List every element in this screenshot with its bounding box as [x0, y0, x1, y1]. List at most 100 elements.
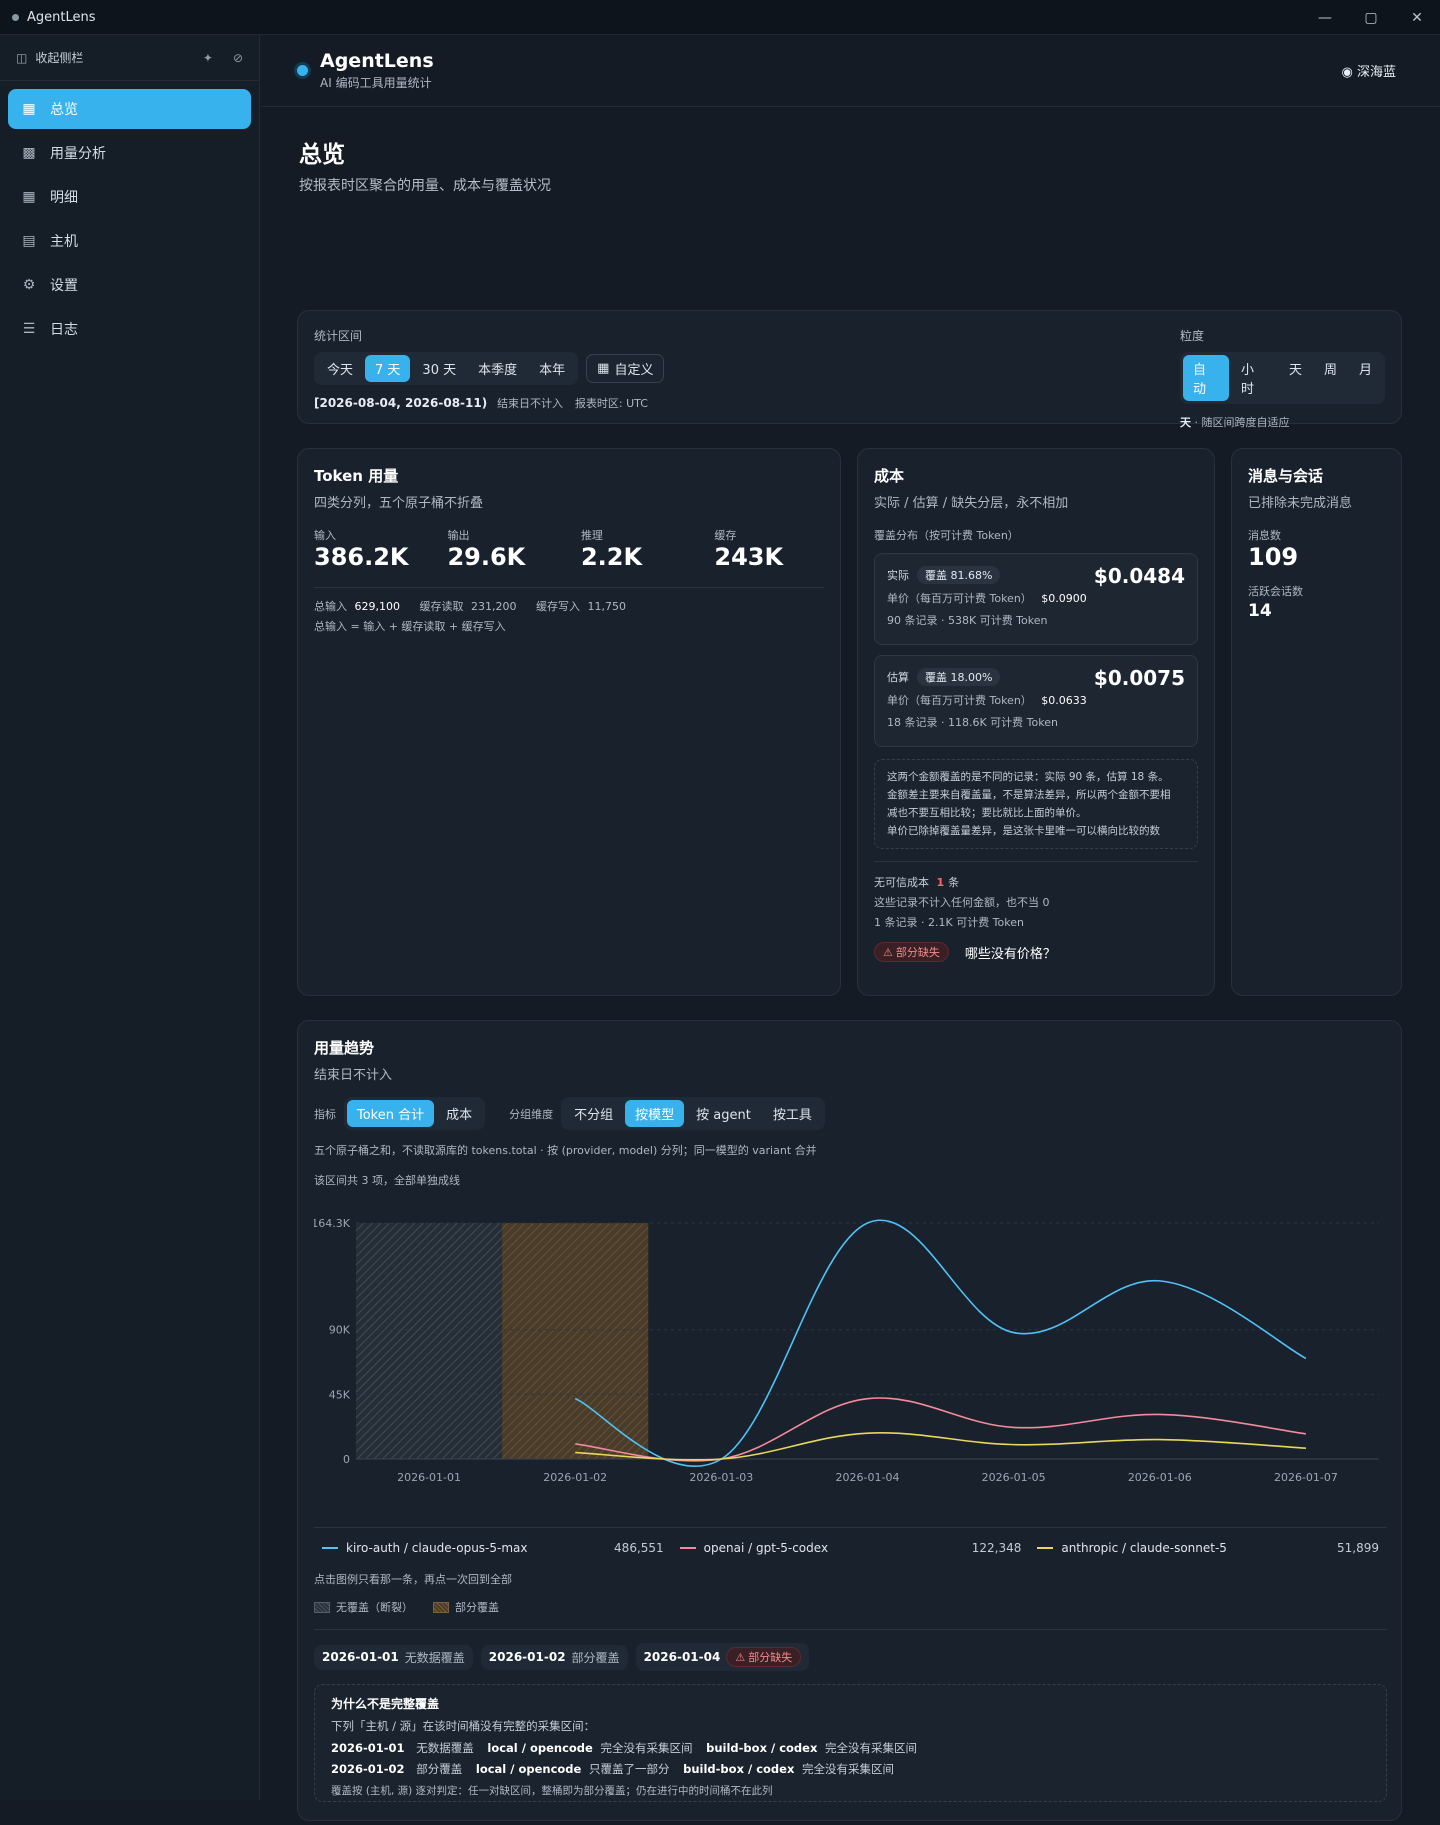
estimate-amount: $0.0075 [1093, 666, 1185, 690]
series-line-2 [575, 1397, 1307, 1462]
chip-text: 无数据覆盖 [404, 1650, 465, 1665]
range-option-7d[interactable]: 7 天 [365, 355, 411, 382]
sidebar-item-label: 主机 [50, 234, 78, 250]
group-label: 分组维度 [509, 1107, 554, 1121]
which-unpriced-link[interactable]: 哪些没有价格？ [964, 946, 1056, 962]
chip-date: 2026-01-02 [488, 1650, 566, 1664]
range-option-quarter[interactable]: 本季度 [478, 363, 518, 378]
issue-chip[interactable]: 2026-01-04 ⚠ 部分缺失 [635, 1643, 810, 1671]
sidebar-item-logs[interactable]: ☰ 日志 [8, 309, 251, 349]
messages-card-title: 消息与会话 [1248, 467, 1324, 485]
cost-explanation-note: 这两个金额覆盖的是不同的记录：实际 90 条，估算 18 条。 金额差主要来自覆… [874, 759, 1198, 849]
no-cost-unit: 条 [948, 876, 960, 889]
legend-hint: 点击图例只看那一条，再点一次回到全部 [314, 1573, 512, 1586]
custom-range-button[interactable]: ▦ 自定义 [586, 354, 665, 383]
coverage-explanation: 为什么不是完整覆盖 下列「主机 / 源」在该时间桶没有完整的采集区间： 2026… [314, 1684, 1387, 1802]
app-subtitle: AI 编码工具用量统计 [320, 76, 432, 90]
granularity-option-auto[interactable]: 自动 [1183, 355, 1229, 401]
group-option-model[interactable]: 按模型 [625, 1100, 685, 1127]
why-title: 为什么不是完整覆盖 [331, 1697, 440, 1711]
legend-series-name: kiro-auth / claude-opus-5-max [346, 1541, 528, 1555]
issue-chip[interactable]: 2026-01-02 部分覆盖 [480, 1644, 628, 1670]
timezone-note: 报表时区: UTC [574, 397, 648, 410]
why-row: 2026-01-01 无数据覆盖 local / opencode 完全没有采集… [331, 1740, 1370, 1756]
range-option-year[interactable]: 本年 [539, 363, 566, 378]
group-option-tool[interactable]: 按工具 [772, 1108, 812, 1123]
sidebar-item-details[interactable]: ▦ 明细 [8, 177, 251, 217]
maximize-icon[interactable]: ▢ [1364, 9, 1378, 26]
sidebar-item-hosts[interactable]: ▤ 主机 [8, 221, 251, 261]
why-status: 无数据覆盖 [416, 1741, 474, 1755]
y-tick-label: 164.3K [314, 1217, 351, 1230]
sidebar-item-analysis[interactable]: ▩ 用量分析 [8, 133, 251, 173]
group-option-agent[interactable]: 按 agent [696, 1108, 751, 1123]
legend-item[interactable]: kiro-auth / claude-opus-5-max 486,551 [314, 1541, 672, 1555]
group-selector: 不分组 按模型 按 agent 按工具 [561, 1097, 825, 1130]
issue-chip[interactable]: 2026-01-01 无数据覆盖 [314, 1644, 473, 1670]
x-tick-label: 2026-01-01 [397, 1471, 461, 1484]
granularity-current: 天 [1180, 416, 1191, 429]
x-tick-label: 2026-01-02 [543, 1471, 607, 1484]
hide-icon[interactable]: ⊘ [232, 50, 243, 65]
collapse-sidebar-button[interactable]: 收起侧栏 [35, 51, 84, 65]
granularity-option-day[interactable]: 天 [1288, 363, 1302, 378]
x-tick-label: 2026-01-06 [1128, 1471, 1192, 1484]
range-label: 统计区间 [314, 329, 363, 343]
granularity-option-month[interactable]: 月 [1358, 363, 1372, 378]
token-usage-card: Token 用量 四类分列，五个原子桶不折叠 输入 386.2K 输出 29.6… [297, 448, 841, 996]
granularity-option-week[interactable]: 周 [1323, 363, 1337, 378]
metric-option-cost[interactable]: 成本 [446, 1108, 473, 1123]
messages-card: 消息与会话 已排除未完成消息 消息数 109 活跃会话数 14 [1231, 448, 1402, 996]
cost-card-title: 成本 [874, 467, 905, 485]
pin-icon[interactable]: ✦ [202, 50, 213, 65]
note-line: 金额差主要来自覆盖量，不是算法差异，所以两个金额不要相 [887, 789, 1171, 801]
granularity-label: 粒度 [1180, 329, 1205, 343]
stat-value: 2.2K [580, 543, 643, 571]
stat-label: 输出 [447, 529, 470, 542]
cache-read-value: 231,200 [471, 600, 517, 613]
note-line: 这两个金额覆盖的是不同的记录：实际 90 条，估算 18 条。 [887, 771, 1169, 783]
series-line-3 [575, 1432, 1306, 1461]
legend-swatch [1037, 1547, 1054, 1549]
coverage-dist-label: 覆盖分布（按可计费 Token） [874, 529, 1019, 542]
y-tick-label: 90K [329, 1324, 351, 1337]
metric-option-tokens[interactable]: Token 合计 [347, 1100, 435, 1127]
no-cost-records: 1 条记录 · 2.1K 可计费 Token [874, 916, 1024, 929]
chip-date: 2026-01-04 [643, 1650, 721, 1664]
minimize-icon[interactable]: — [1318, 9, 1332, 26]
total-input-label: 总输入 [314, 600, 347, 613]
cache-write-label: 缓存写入 [536, 600, 580, 613]
sidebar-item-label: 用量分析 [50, 146, 106, 162]
calendar-icon: ▦ [597, 361, 610, 376]
stat-output: 输出 29.6K [447, 527, 580, 571]
note-line: 减也不要互相比较；要比就比上面的单价。 [887, 807, 1087, 819]
main-area: AgentLens AI 编码工具用量统计 ◉ 深海蓝 总览 按报表时区聚合的用… [261, 35, 1440, 1821]
no-coverage-swatch [314, 1601, 330, 1613]
badge-label: 部分缺失 [748, 1651, 793, 1664]
server-icon: ▤ [22, 233, 36, 249]
range-option-30d[interactable]: 30 天 [422, 363, 457, 378]
legend-item[interactable]: openai / gpt-5-codex 122,348 [672, 1541, 1030, 1555]
group-option-none[interactable]: 不分组 [574, 1108, 614, 1123]
theme-switch-button[interactable]: ◉ 深海蓝 [1342, 61, 1397, 80]
sidebar-item-overview[interactable]: ▦ 总览 [8, 89, 251, 129]
stat-value: 29.6K [447, 543, 526, 571]
token-card-subtitle: 四类分列，五个原子桶不折叠 [314, 496, 484, 511]
bar-chart-icon: ▩ [22, 145, 36, 161]
partial-coverage-band [502, 1223, 649, 1459]
chip-date: 2026-01-01 [322, 1650, 399, 1664]
sidebar-item-label: 日志 [50, 322, 78, 338]
granularity-option-hour[interactable]: 小时 [1240, 363, 1254, 397]
series-count-note: 该区间共 3 项，全部单独成线 [314, 1174, 460, 1187]
window-titlebar: AgentLens — ▢ ✕ [0, 0, 1440, 35]
sidebar-item-settings[interactable]: ⚙ 设置 [8, 265, 251, 305]
range-option-today[interactable]: 今天 [327, 363, 354, 378]
sidebar-item-label: 总览 [50, 102, 78, 118]
legend-item[interactable]: anthropic / claude-sonnet-5 51,899 [1029, 1541, 1387, 1555]
coverage-legend: 无覆盖（断裂） 部分覆盖 [314, 1599, 499, 1615]
stat-input: 输入 386.2K [314, 527, 447, 571]
collapse-sidebar-icon[interactable]: ◫ [16, 50, 28, 65]
close-icon[interactable]: ✕ [1411, 9, 1423, 26]
why-row: 2026-01-02 部分覆盖 local / opencode 只覆盖了一部分… [331, 1761, 1370, 1777]
